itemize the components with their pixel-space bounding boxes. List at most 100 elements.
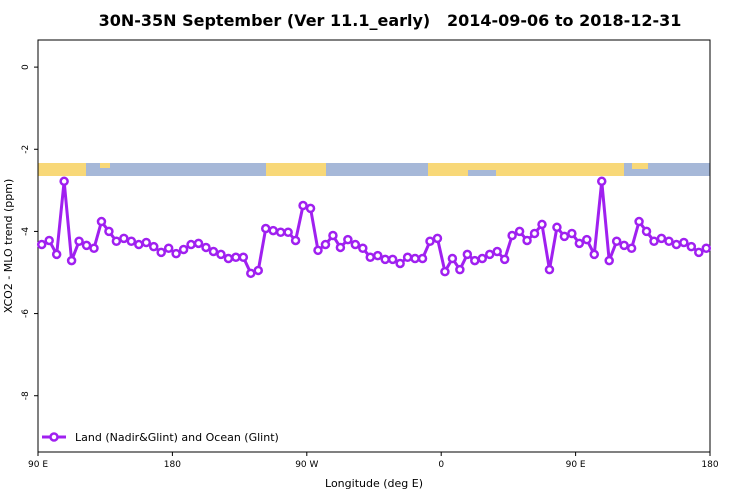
point [193,238,204,249]
point [313,245,323,256]
point [350,239,361,250]
point [447,253,458,264]
point [358,243,368,254]
x-tick-label: 0 [438,460,444,470]
point [664,236,674,247]
point [51,249,62,260]
point [634,216,644,227]
chart-title: 30N-35N September (Ver 11.1_early) 2014-… [99,11,682,30]
point [604,255,614,266]
point [701,243,712,254]
point [372,250,383,261]
point [74,236,84,247]
point [44,235,54,246]
point [671,239,682,250]
legend-label: Land (Nadir&Glint) and Ocean (Glint) [75,431,279,444]
point [275,227,286,237]
point [89,243,99,254]
point [320,239,331,250]
point [328,230,338,241]
point [36,239,47,250]
point [268,225,278,236]
point [552,222,562,233]
point [582,234,592,245]
point [410,253,420,264]
point [66,255,77,266]
y-tick-label: 0 [21,64,31,70]
point [201,242,211,253]
point [111,236,122,247]
point [335,242,346,253]
x-axis-label: Longitude (deg E) [325,477,423,490]
point [126,236,137,247]
y-tick-label: -8 [21,391,31,400]
point [544,264,555,275]
point [141,237,152,248]
point [574,238,585,249]
y-tick-label: -6 [21,309,31,318]
y-tick-label: -4 [21,227,31,236]
x-tick-label: 90 E [28,460,48,470]
point [216,249,226,260]
point [380,254,390,265]
point [529,228,540,239]
point [104,226,114,237]
point [589,249,600,260]
point [246,268,256,279]
point [387,254,398,265]
point [253,265,264,276]
point [365,252,376,263]
point [134,239,144,250]
point [305,203,316,214]
land-ocean-strip [38,163,710,176]
point [567,228,577,239]
point [514,226,525,237]
y-axis-label: XCO2 - MLO trend (ppm) [2,179,15,314]
point [417,253,428,264]
point [208,246,219,257]
point [59,176,69,187]
point [492,246,502,257]
point [96,216,107,227]
point [626,243,637,254]
point [470,255,480,266]
point [440,266,450,277]
point [656,233,667,244]
point [596,176,607,187]
point [171,248,181,259]
point [694,247,704,258]
x-tick-label: 90 W [295,460,318,470]
x-tick-label: 90 E [566,460,586,470]
point [163,243,174,254]
point [455,264,465,275]
point [283,227,293,237]
point [186,239,196,250]
point [611,236,622,247]
x-tick-label: 180 [164,460,181,470]
point [81,240,92,251]
point [432,233,443,244]
point [537,219,547,230]
point [686,241,697,252]
point [395,258,405,269]
point [156,247,166,258]
point [343,234,353,245]
point [119,233,129,244]
point [641,226,652,237]
point [507,230,517,241]
point [223,253,234,264]
point [522,235,532,246]
point [298,200,308,211]
point [260,223,271,234]
point [238,252,249,263]
point [402,252,413,263]
point [178,244,189,255]
y-tick-label: -2 [21,145,31,154]
point [477,253,488,264]
point [462,249,473,260]
point [484,249,495,260]
point [649,236,659,247]
point [499,254,510,265]
point [559,231,570,242]
